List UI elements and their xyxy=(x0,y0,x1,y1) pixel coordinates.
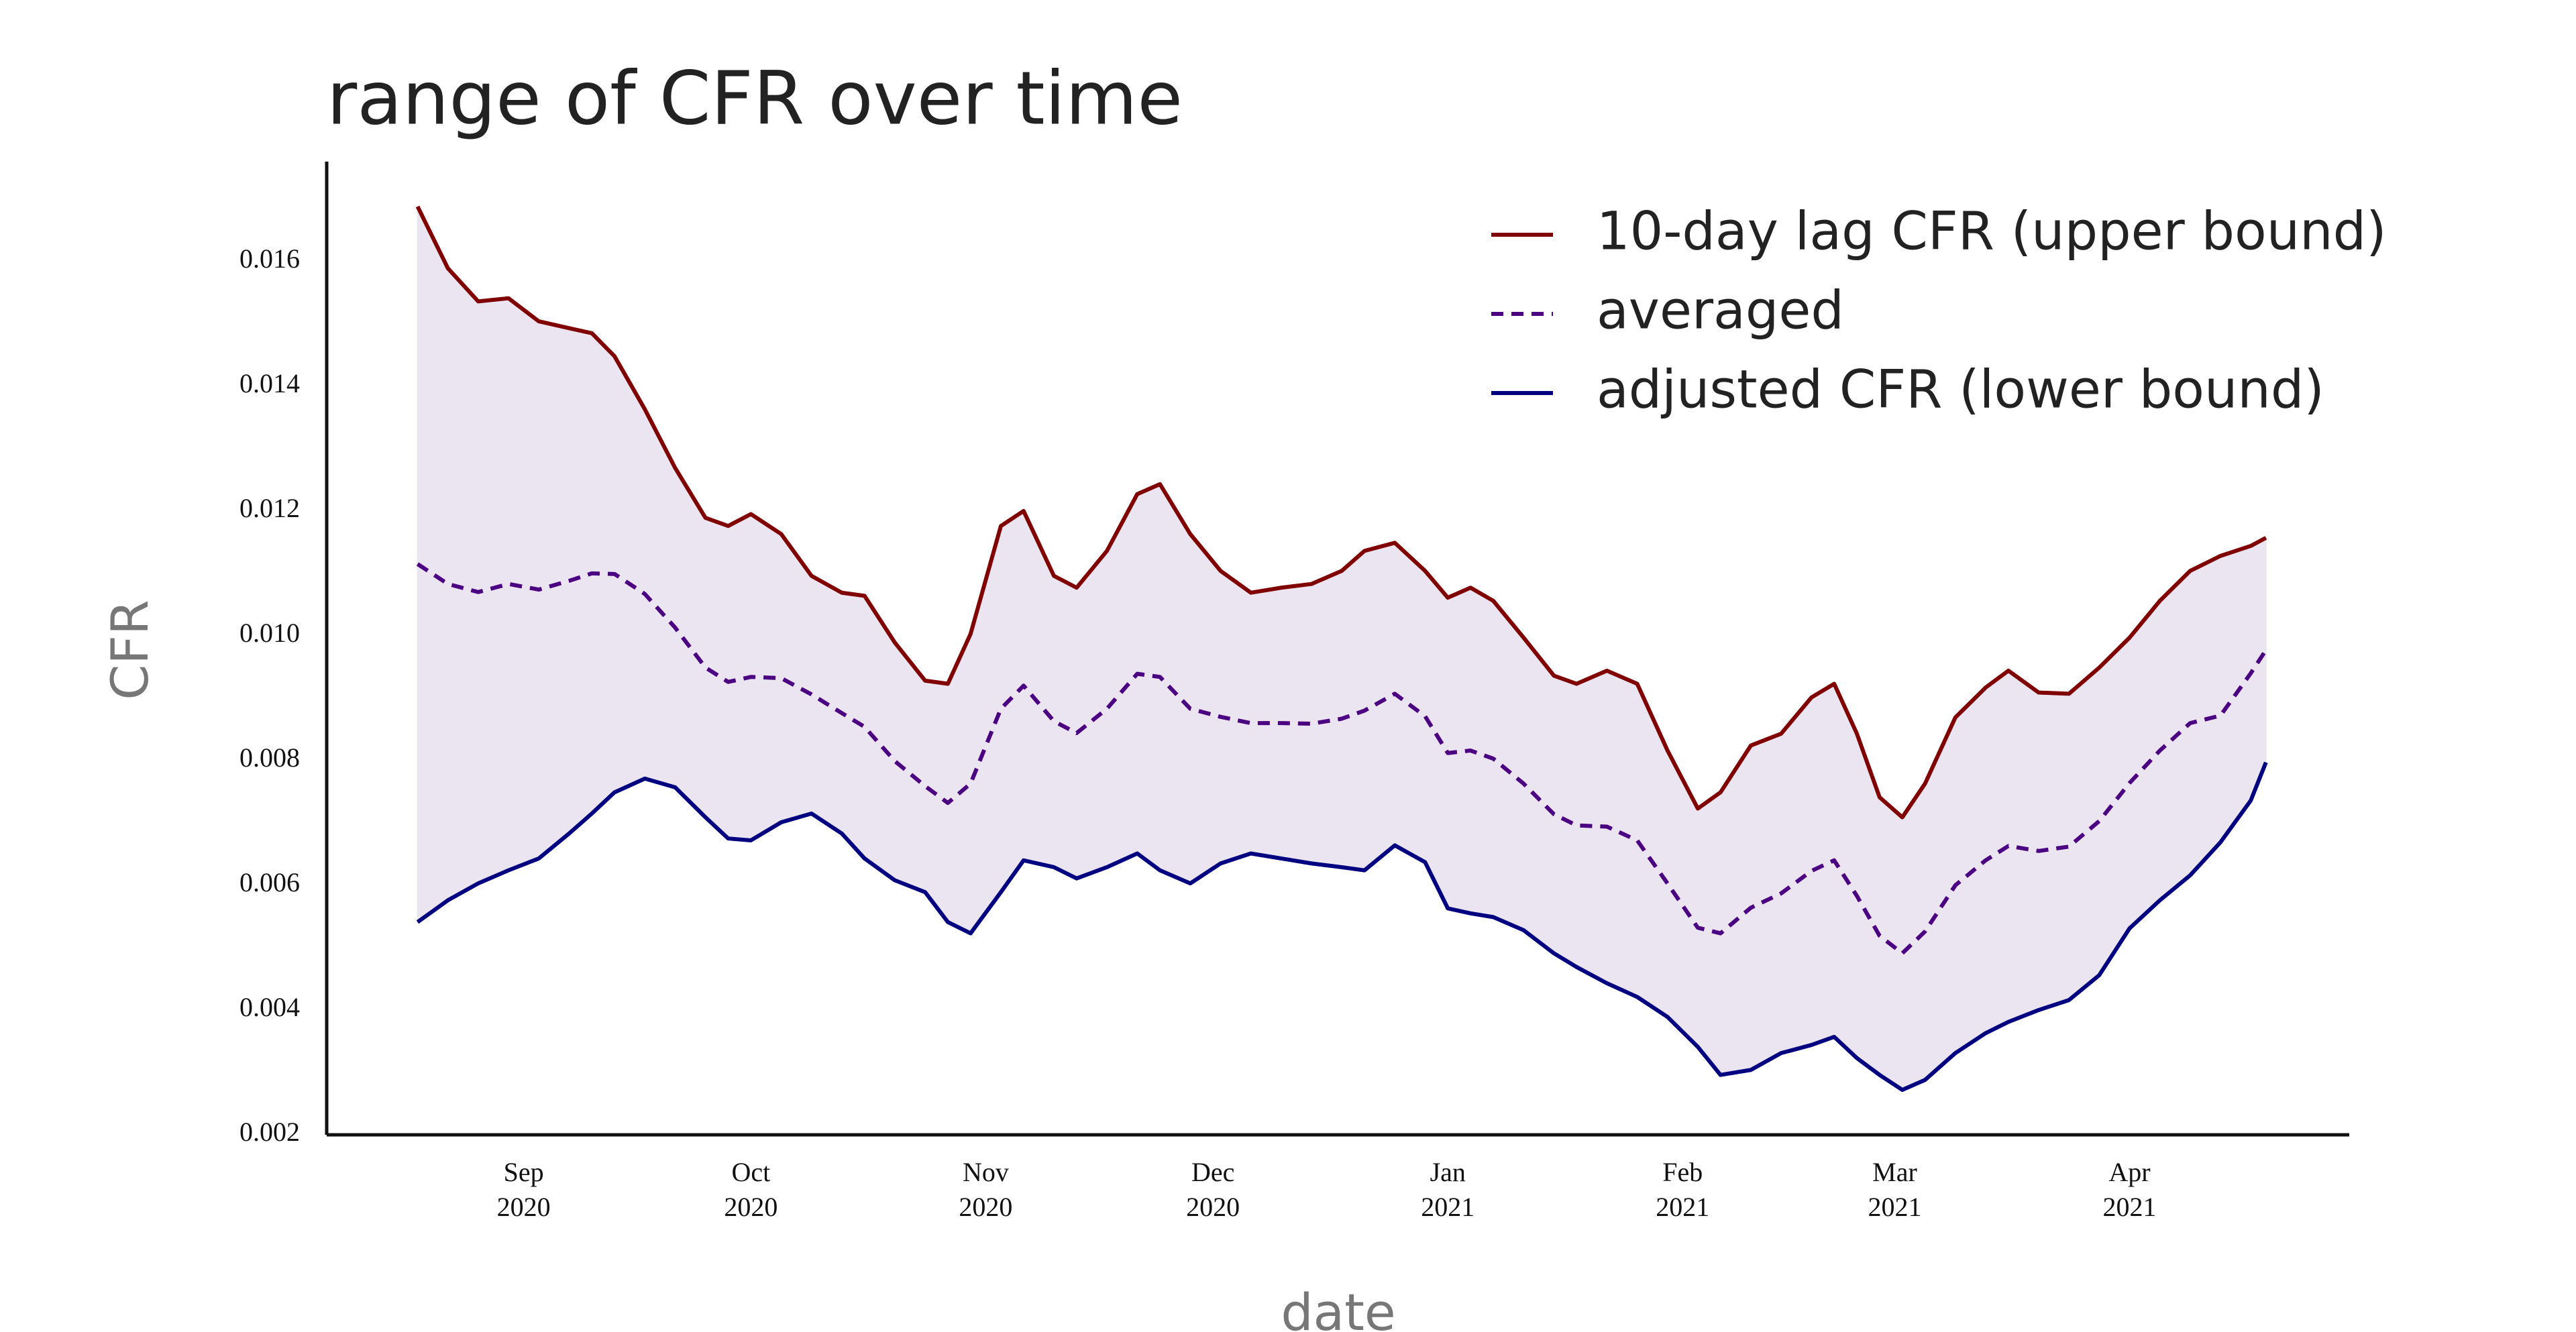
series-line xyxy=(416,761,2268,1093)
legend-label: averaged xyxy=(1597,280,1844,341)
series-line xyxy=(416,562,2268,956)
chart-title: range of CFR over time xyxy=(327,55,1183,141)
y-tick-label: 0.006 xyxy=(239,867,300,897)
x-tick-label: Feb 2021 xyxy=(1656,1157,1710,1222)
x-tick-label: Oct 2020 xyxy=(724,1157,778,1222)
y-tick-label: 0.008 xyxy=(239,742,300,773)
y-tick-label: 0.012 xyxy=(239,493,300,523)
x-tick-label: Mar 2021 xyxy=(1868,1157,1922,1222)
x-tick-label: Sep 2020 xyxy=(496,1157,551,1222)
legend-label: 10-day lag CFR (upper bound) xyxy=(1597,201,2387,262)
range-band xyxy=(417,206,2267,1091)
y-tick-label: 0.004 xyxy=(239,992,300,1022)
x-tick-label: Dec 2020 xyxy=(1186,1157,1240,1222)
x-tick-label: Apr 2021 xyxy=(2102,1157,2157,1222)
y-tick-label: 0.014 xyxy=(239,368,300,398)
y-axis-label: CFR xyxy=(100,600,160,700)
y-tick-label: 0.016 xyxy=(239,243,300,274)
x-tick-label: Jan 2021 xyxy=(1421,1157,1475,1222)
legend-label: adjusted CFR (lower bound) xyxy=(1597,359,2324,420)
x-tick-label: Nov 2020 xyxy=(959,1157,1013,1222)
y-tick-label: 0.002 xyxy=(239,1117,300,1147)
y-tick-label: 0.010 xyxy=(239,618,300,648)
series-line xyxy=(415,205,2267,820)
x-axis-label: date xyxy=(1281,1282,1395,1332)
